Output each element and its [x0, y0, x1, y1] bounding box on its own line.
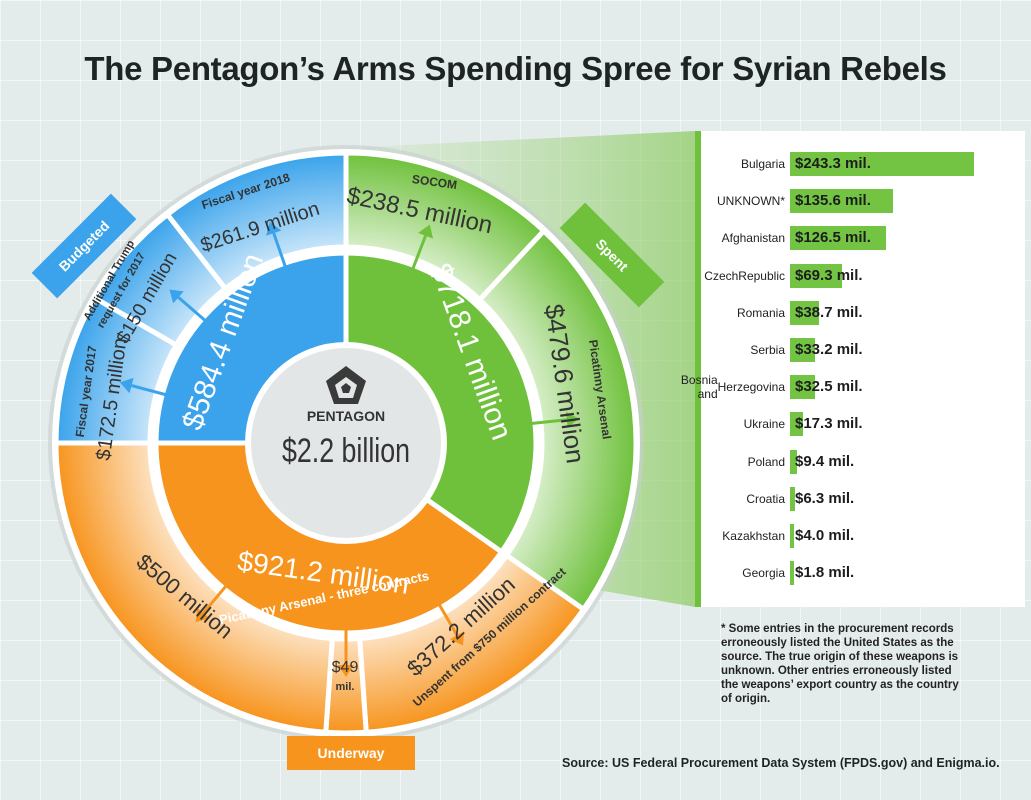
bar-value-label: $243.3 mil. — [795, 155, 871, 172]
bar-row: Poland $9.4 mil. — [701, 445, 1025, 479]
bar-value-label: $32.5 mil. — [795, 378, 863, 396]
footnote-line: of origin. — [721, 693, 771, 705]
bar-value-label: $1.8 mil. — [795, 564, 855, 582]
socom-label: SOCOM — [411, 172, 458, 192]
arrow-500 — [202, 582, 229, 615]
outer-segment-500m — [53, 440, 335, 735]
bar-row: Romania $38.7 mil. — [701, 296, 1025, 330]
footnote-line: the weapons’ export country as the count… — [721, 679, 959, 691]
bar-category-label: Czech Republic — [704, 259, 785, 293]
bar-category-label: Bosnia and Herzegovina — [681, 370, 785, 404]
footnote: * Some entries in the procurement record… — [721, 622, 1011, 706]
source-note: Source: US Federal Procurement Data Syst… — [562, 756, 1000, 770]
arrow-picatinny-head — [565, 411, 579, 428]
bar-row: Bosnia and Herzegovina $32.5 mil. — [681, 370, 1025, 404]
bar-category-label: Afghanistan — [709, 221, 785, 255]
bar-category-label: Poland — [709, 445, 785, 479]
pentagon-icon-core — [341, 383, 351, 393]
bar-category-line: Czech — [704, 268, 739, 283]
bar-value-label: $4.0 mil. — [795, 527, 855, 544]
bar-category-label: Croatia — [709, 482, 785, 516]
arrow-fy2018 — [272, 232, 288, 270]
bar-category-label: Serbia — [709, 333, 785, 367]
bar-mark — [790, 524, 794, 548]
bar-value-label: $126.5 mil. — [795, 229, 871, 247]
country-bar-chart: Bulgaria $243.3 mil. UNKNOWN* $135.6 mil. Af… — [681, 131, 1025, 607]
bar-category-line: Afghanistan — [721, 231, 785, 246]
bar-category-line: Georgia — [742, 566, 785, 581]
bar-value-label: $135.6 mil. — [795, 192, 871, 210]
bar-value-label: $38.7 mil. — [795, 303, 863, 321]
bar-mark — [790, 561, 794, 586]
footnote-line: erroneously listed the United States as … — [721, 637, 954, 649]
bar-mark — [790, 300, 820, 325]
bar-category-line: Bosnia and — [680, 373, 718, 402]
bar-value-label: $6.3 mil. — [795, 489, 855, 507]
bar-mark — [790, 449, 798, 474]
underway-tag: Underway — [287, 736, 415, 770]
bar-mark — [790, 375, 815, 400]
arrow-fy2018-head — [266, 221, 282, 236]
bar-mark — [790, 263, 843, 288]
arrow-trump — [177, 296, 209, 324]
center-label: PENTAGON — [307, 408, 385, 424]
bar-mark — [790, 486, 795, 511]
bar-category-label: Romania — [709, 296, 785, 330]
bar-category-label: UNKNOWN* — [709, 184, 785, 218]
arrow-unspent — [436, 601, 459, 637]
bar-row: UNKNOWN* $135.6 mil. — [701, 184, 1025, 218]
bar-mark — [790, 152, 974, 176]
center-disc — [245, 342, 447, 544]
arrow-socom — [410, 235, 427, 272]
bar-row: Kazakhstan $4.0 mil. — [701, 519, 1025, 553]
bar-row: Ukraine $17.3 mil. — [701, 407, 1025, 441]
bar-value-label: $69.3 mil. — [795, 266, 863, 284]
chart-title: The Pentagon’s Arms Spending Spree for S… — [84, 50, 947, 87]
bar-mark — [790, 189, 893, 214]
arrow-500-head — [195, 607, 210, 623]
bar-category-line: Republic — [738, 268, 785, 283]
orange-49-value: $49 — [332, 659, 359, 676]
arrow-picatinny — [528, 418, 567, 426]
bar-row: Serbia $33.2 mil. — [701, 333, 1025, 367]
bar-category-line: Romania — [736, 305, 785, 320]
footnote-line: * Some entries in the procurement record… — [721, 623, 954, 635]
bar-mark — [790, 226, 886, 251]
arrow-unspent-head — [450, 631, 464, 646]
bar-category-line: Ukraine — [743, 417, 785, 432]
arrow-fy2017 — [131, 384, 169, 397]
bar-category-line: Serbia — [750, 343, 785, 357]
bar-category-line: Herzegovina — [717, 380, 785, 395]
bar-value-label: $17.3 mil. — [795, 415, 863, 433]
bar-mark — [790, 338, 816, 362]
bar-value-label: $9.4 mil. — [795, 452, 855, 470]
bar-category-line: Bulgaria — [740, 157, 785, 171]
bar-row: Croatia $6.3 mil. — [701, 482, 1025, 516]
arrow-trump-head — [169, 289, 184, 304]
bar-category-line: Croatia — [746, 491, 785, 506]
arrow-fy2017-head — [119, 377, 134, 394]
bar-category-label: Kazakhstan — [709, 519, 785, 553]
footnote-line: source. The true origin of these weapons… — [721, 651, 959, 663]
footnote-line: unknown. Other entries erroneously liste… — [721, 665, 952, 677]
arrow-49-head — [338, 665, 354, 677]
bar-row: Afghanistan $126.5 mil. — [701, 221, 1025, 255]
bar-category-line: UNKNOWN* — [717, 194, 785, 209]
bar-row: Bulgaria $243.3 mil. — [701, 147, 1025, 181]
bar-mark — [790, 412, 804, 437]
center-total: $2.2 billion — [282, 432, 410, 470]
bar-value-label: $33.2 mil. — [795, 341, 863, 358]
orange-49-unit: mil. — [336, 681, 355, 693]
bar-category-line: Poland — [747, 454, 785, 469]
bar-category-line: Kazakhstan — [722, 529, 785, 543]
bar-row: Georgia $1.8 mil. — [701, 556, 1025, 590]
bar-category-label: Georgia — [709, 556, 785, 590]
arrow-socom-head — [418, 224, 434, 239]
bar-row: Czech Republic $69.3 mil. — [701, 259, 1025, 293]
bar-category-label: Ukraine — [709, 407, 785, 441]
bar-category-label: Bulgaria — [709, 147, 785, 181]
